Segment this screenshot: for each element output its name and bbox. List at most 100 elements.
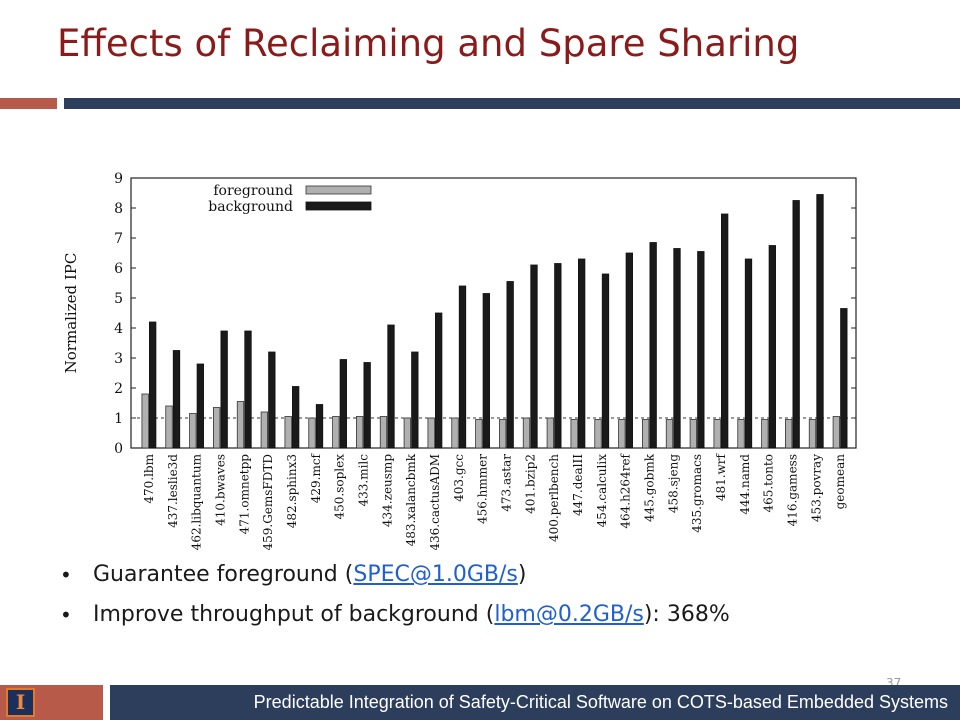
slide-title: Effects of Reclaiming and Spare Sharing [57,22,800,65]
footer-bar: Predictable Integration of Safety-Critic… [110,685,960,720]
x-tick-label: 471.omnetpp [237,454,251,535]
bar-background [673,248,681,449]
x-tick-label: 482.sphinx3 [285,454,299,528]
x-tick-label: geomean [833,454,847,510]
bar-background [196,363,204,449]
footer-text: Predictable Integration of Safety-Critic… [253,692,948,712]
bar-background [530,264,538,449]
bar-background [458,285,467,449]
x-tick-label: 410.bwaves [213,454,227,526]
x-tick-label: 459.GemsFDTD [261,454,275,550]
y-tick-label: 4 [114,321,123,337]
title-accent-red [0,98,57,109]
y-tick-label: 1 [114,411,123,427]
bar-background [816,194,824,449]
bar-foreground [761,419,769,449]
bar-foreground [284,416,292,449]
bar-foreground [642,419,650,449]
bar-foreground [189,413,197,449]
x-tick-label: 483.xalancbmk [404,453,418,546]
ipc-chart: 0 1 2 3 4 5 6 7 8 9 Normalized IPC 470.lbm 437.lesli… [56,158,876,551]
bar-foreground [332,416,340,449]
bar-foreground [475,419,483,449]
x-tick-label: 434.zeusmp [380,454,394,527]
bullet-text-prefix: Improve throughput of background ( [93,602,495,627]
bullet-item-foreground: • Guarantee foreground (SPEC@1.0GB/s) [60,555,940,595]
bar-foreground [570,419,578,449]
x-tick-label: 456.hmmer [476,454,490,524]
x-tick-label: 470.lbm [142,453,156,503]
bar-background [649,242,657,449]
bar-foreground [785,419,793,449]
bar-foreground [451,417,459,449]
x-tick-label: 453.povray [809,454,823,522]
x-tick-label: 473.astar [499,454,513,512]
bar-background [387,324,395,449]
bar-foreground [808,419,817,449]
bar-foreground [546,417,554,449]
spec-link[interactable]: SPEC@1.0GB/s [353,562,518,587]
bar-background [768,245,776,449]
bar-background [435,312,443,449]
bullet-list: • Guarantee foreground (SPEC@1.0GB/s) • Im… [60,555,940,635]
x-tick-label: 445.gobmk [642,453,656,522]
chart-svg: 0 1 2 3 4 5 6 7 8 9 Normalized IPC 470.lbm 437.lesli… [62,171,857,551]
x-tick-label: 458.sjeng [666,454,680,513]
bar-foreground [213,407,221,449]
bar-background [506,281,514,449]
legend-label-foreground: foreground [213,183,293,199]
bar-background [601,273,610,449]
x-tick-label: 465.tonto [762,454,776,513]
bar-foreground [356,416,364,449]
legend-swatch-background [305,201,372,211]
y-tick-label: 5 [114,291,123,307]
bar-background [625,252,633,449]
bar-background [792,200,800,449]
bar-foreground [665,419,674,449]
bar-background [697,251,705,449]
bullet-item-background: • Improve throughput of background (lbm@0… [60,595,940,635]
bar-foreground [713,419,721,449]
bar-background [149,321,157,449]
bar-foreground [141,393,149,449]
bullet-text-suffix: ) [517,562,527,587]
x-tick-label: 464.h264ref [619,452,633,528]
x-tick-label: 416.gamess [785,454,799,526]
y-tick-label: 8 [114,201,123,217]
bar-background [363,362,371,449]
x-tick-label: 454.calculix [595,454,609,528]
x-tick-label: 444.namd [738,454,752,515]
bar-background [244,330,252,449]
bar-background [339,359,347,449]
x-tick-label: 403.gcc [452,454,466,502]
bar-background [220,330,228,449]
x-tick-label: 447.dealII [571,454,585,516]
bar-foreground [165,405,173,449]
bar-background [172,350,181,449]
bullet-dot-icon: • [60,563,72,587]
bar-foreground [260,411,268,449]
bar-background [482,293,490,449]
bar-background [840,308,848,449]
bar-foreground [737,419,745,449]
bullet-text-suffix: ): 368% [643,602,730,627]
x-tick-label: 429.mcf [309,452,323,503]
bar-foreground [379,416,388,449]
y-tick-label: 7 [114,231,123,247]
title-accent-blue [64,98,960,109]
bar-foreground [689,419,697,449]
bar-background [554,263,562,449]
bullet-dot-icon: • [60,603,72,627]
y-tick-label: 9 [114,171,123,187]
x-tick-label: 437.leslie3d [166,454,180,528]
plot-frame [130,177,857,449]
x-tick-label: 400.perlbench [547,454,561,542]
y-axis-label: Normalized IPC [62,253,80,374]
x-tick-label: 401.bzip2 [523,454,537,514]
bar-foreground [594,419,602,449]
legend-swatch-foreground [305,185,372,195]
lbm-link[interactable]: lbm@0.2GB/s [494,602,644,627]
bar-background [315,404,324,449]
x-tick-label: 462.libquantum [190,453,204,550]
x-tick-label: 433.milc [356,454,370,507]
